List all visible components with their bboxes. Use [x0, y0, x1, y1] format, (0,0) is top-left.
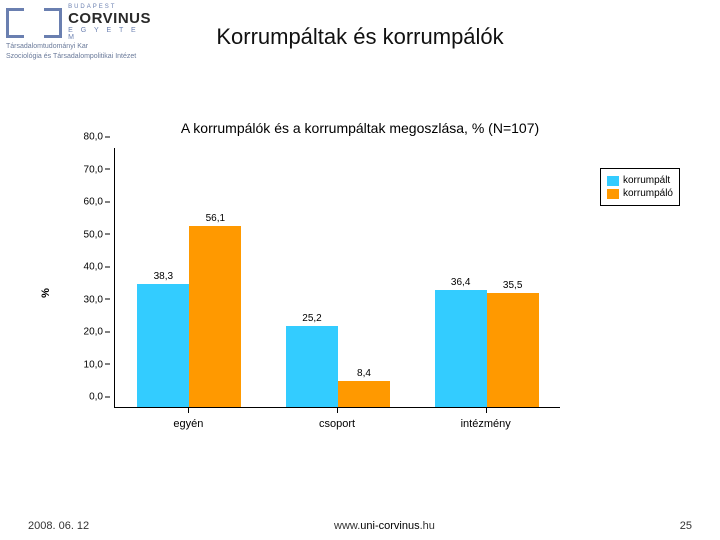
bar: 36,4 — [435, 290, 487, 408]
slide: BUDAPEST CORVINUS E G Y E T E M Társadal… — [0, 0, 720, 540]
bar-value-label: 25,2 — [302, 313, 321, 324]
bars-area: 38,356,125,28,436,435,5 — [114, 148, 560, 408]
y-tick: 20,0 — [84, 327, 110, 338]
footer: 2008. 06. 12 www.uni-corvinus.hu 25 — [0, 520, 720, 532]
legend-label-1: korrumpáló — [623, 188, 673, 199]
y-tick: 80,0 — [84, 132, 110, 143]
x-tick — [486, 408, 487, 413]
bar: 56,1 — [189, 226, 241, 408]
x-category-label: egyén — [173, 418, 203, 430]
y-tick: 0,0 — [89, 392, 110, 403]
y-tick: 30,0 — [84, 294, 110, 305]
x-category-label: intézmény — [461, 418, 511, 430]
footer-date: 2008. 06. 12 — [28, 520, 89, 532]
x-tick — [337, 408, 338, 413]
legend-swatch-0 — [607, 176, 619, 186]
y-tick: 60,0 — [84, 197, 110, 208]
legend-label-0: korrumpált — [623, 175, 670, 186]
bar-value-label: 8,4 — [357, 368, 371, 379]
bar-value-label: 36,4 — [451, 277, 470, 288]
y-tick: 40,0 — [84, 262, 110, 273]
y-tick: 10,0 — [84, 359, 110, 370]
legend-item-1: korrumpáló — [607, 188, 673, 199]
chart-plot: % 0,010,020,030,040,050,060,070,080,0 38… — [40, 148, 680, 438]
y-axis-label: % — [40, 288, 52, 298]
chart-title: A korrumpálók és a korrumpáltak megoszlá… — [40, 120, 680, 136]
chart: A korrumpálók és a korrumpáltak megoszlá… — [40, 120, 680, 460]
footer-url: www.uni-corvinus.hu — [334, 520, 435, 532]
bar: 38,3 — [137, 284, 189, 408]
bar-value-label: 56,1 — [206, 213, 225, 224]
x-category-label: csoport — [319, 418, 355, 430]
bar-value-label: 35,5 — [503, 280, 522, 291]
logo-faculty-line2: Szociológia és Társadalompolitikai Intéz… — [6, 53, 151, 61]
legend-swatch-1 — [607, 189, 619, 199]
slide-title: Korrumpáltak és korrumpálók — [0, 24, 720, 50]
y-tick: 70,0 — [84, 164, 110, 175]
x-tick — [188, 408, 189, 413]
y-tick: 50,0 — [84, 229, 110, 240]
legend-item-0: korrumpált — [607, 175, 673, 186]
bar-value-label: 38,3 — [154, 271, 173, 282]
bar: 35,5 — [487, 293, 539, 408]
bar: 8,4 — [338, 381, 390, 408]
bar: 25,2 — [286, 326, 338, 408]
y-axis: 0,010,020,030,040,050,060,070,080,0 — [70, 148, 110, 408]
legend: korrumpált korrumpáló — [600, 168, 680, 206]
footer-page-number: 25 — [680, 520, 692, 532]
